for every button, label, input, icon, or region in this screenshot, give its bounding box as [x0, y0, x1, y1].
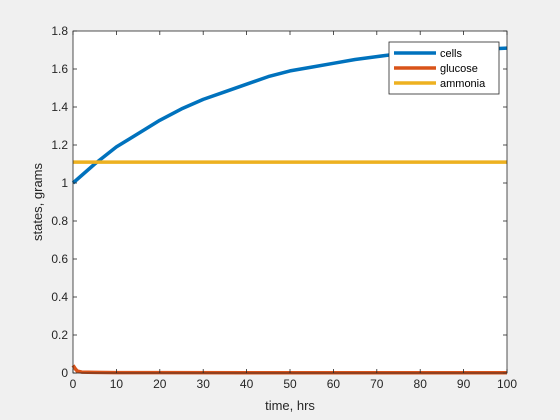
legend-label-glucose: glucose	[440, 63, 478, 75]
x-tick-label: 20	[153, 377, 167, 391]
y-tick-label: 1.6	[51, 62, 68, 76]
y-tick-label: 1	[61, 176, 68, 190]
y-axis-label: states, grams	[30, 162, 45, 241]
x-tick-label: 50	[283, 377, 297, 391]
legend: cells glucose ammonia	[388, 41, 500, 95]
x-tick-label: 100	[497, 377, 517, 391]
legend-items: cells glucose ammonia	[394, 48, 486, 90]
y-tick-label: 0	[61, 366, 68, 380]
x-axis-label: time, hrs	[265, 398, 315, 413]
y-tick-label: 1.8	[51, 24, 68, 38]
legend-label-ammonia: ammonia	[440, 78, 486, 90]
x-tick-label: 80	[414, 377, 428, 391]
x-tick-label: 70	[370, 377, 384, 391]
x-tick-label: 40	[240, 377, 254, 391]
x-tick-label: 60	[327, 377, 341, 391]
y-tick-label: 1.2	[51, 138, 68, 152]
x-tick-label: 0	[70, 377, 77, 391]
y-tick-label: 0.8	[51, 214, 68, 228]
ticks-layer: 0 10 20 30 40 50 60 70 80 90 100 0 0.2 0.4 0.6 0.8 1 1.2 1…	[51, 24, 517, 391]
y-tick-label: 0.6	[51, 252, 68, 266]
y-tick-label: 1.4	[51, 100, 68, 114]
y-tick-label: 0.2	[51, 328, 68, 342]
x-tick-label: 90	[457, 377, 471, 391]
x-tick-label: 30	[197, 377, 211, 391]
legend-label-cells: cells	[440, 48, 463, 60]
y-tick-label: 0.4	[51, 290, 68, 304]
x-tick-label: 10	[110, 377, 124, 391]
